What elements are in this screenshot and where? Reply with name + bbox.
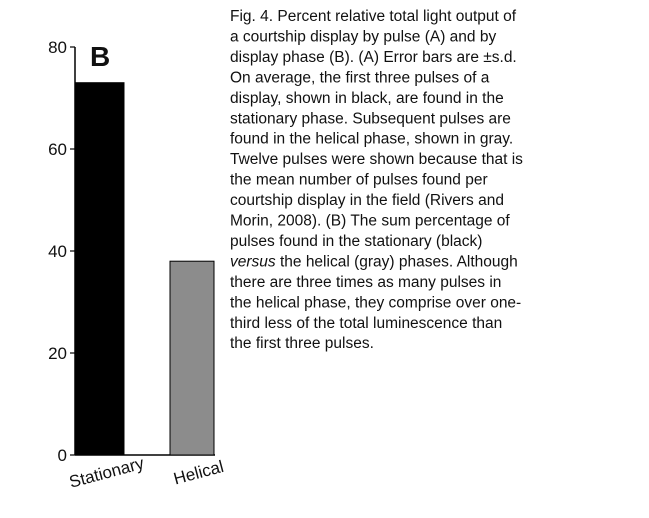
caption-line: the mean number of pulses found per: [230, 172, 488, 189]
caption-line: a courtship display by pulse (A) and by: [230, 28, 496, 45]
caption-line: stationary phase. Subsequent pulses are: [230, 110, 511, 127]
y-tick-label: 40: [48, 242, 67, 261]
caption-line: Morin, 2008). (B) The sum percentage of: [230, 213, 510, 230]
caption-line: display phase (B). (A) Error bars are ±s…: [230, 49, 517, 66]
caption-line: pulses found in the stationary (black): [230, 233, 482, 250]
caption-line: found in the helical phase, shown in gra…: [230, 131, 513, 148]
y-tick-label: 60: [48, 140, 67, 159]
caption-line: there are three times as many pulses in: [230, 274, 501, 291]
caption-line: Fig. 4. Percent relative total light out…: [230, 8, 517, 25]
y-tick-label: 20: [48, 344, 67, 363]
bar: [75, 82, 125, 456]
caption-text: the helical (gray) phases. Although: [276, 253, 518, 270]
caption-line: the first three pulses.: [230, 335, 374, 352]
caption-line: third less of the total luminescence tha…: [230, 315, 502, 332]
caption-line: courtship display in the field (Rivers a…: [230, 192, 504, 209]
x-tick-label: Helical: [171, 457, 225, 489]
y-tick-label: 0: [58, 446, 67, 465]
caption-line: On average, the first three pulses of a: [230, 69, 490, 86]
caption-line: display, shown in black, are found in th…: [230, 90, 504, 107]
bar: [169, 260, 215, 456]
panel-label: B: [90, 41, 110, 72]
x-tick-label: Stationary: [67, 453, 146, 491]
caption-line: the helical phase, they comprise over on…: [230, 294, 521, 311]
caption-text: versus: [230, 253, 276, 270]
y-tick-label: 80: [48, 38, 67, 57]
caption-line: versus the helical (gray) phases. Althou…: [230, 253, 518, 270]
caption-line: Twelve pulses were shown because that is: [230, 151, 523, 168]
